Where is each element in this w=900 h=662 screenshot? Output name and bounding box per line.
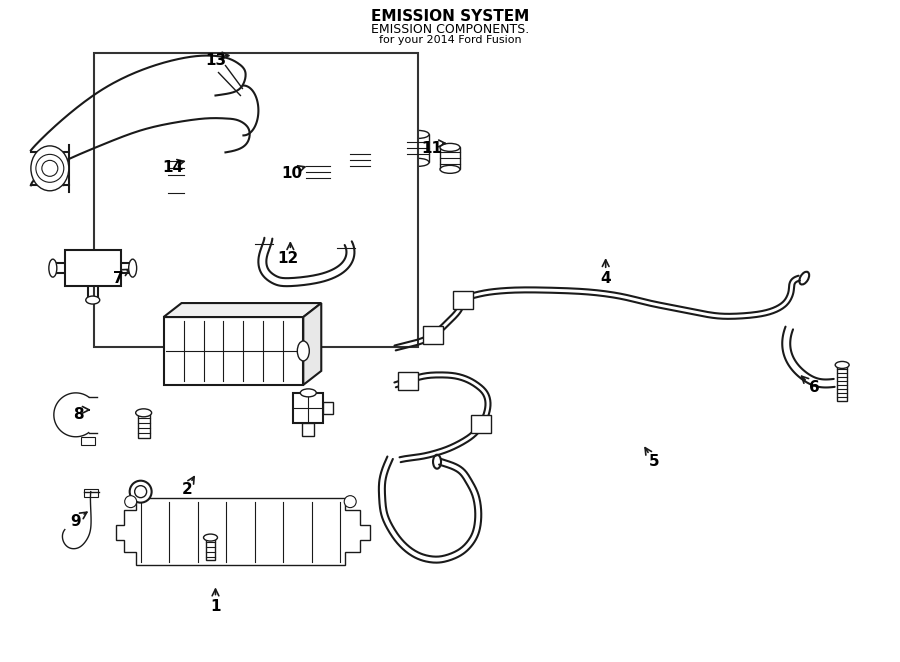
Text: 6: 6 bbox=[809, 381, 820, 395]
Ellipse shape bbox=[407, 158, 429, 166]
Bar bbox=[440, 148, 460, 169]
Text: EMISSION SYSTEM: EMISSION SYSTEM bbox=[371, 9, 529, 24]
Text: 4: 4 bbox=[600, 271, 611, 285]
Bar bbox=[423, 326, 444, 344]
Ellipse shape bbox=[440, 166, 460, 173]
Text: 2: 2 bbox=[182, 482, 193, 497]
Text: 9: 9 bbox=[70, 514, 81, 529]
Bar bbox=[338, 237, 356, 252]
Bar bbox=[164, 317, 303, 385]
Bar bbox=[306, 160, 330, 185]
Ellipse shape bbox=[129, 259, 137, 277]
Bar bbox=[205, 538, 215, 559]
Bar bbox=[256, 233, 274, 248]
Ellipse shape bbox=[301, 389, 316, 397]
Text: 12: 12 bbox=[278, 251, 299, 265]
Text: 8: 8 bbox=[74, 407, 84, 422]
Ellipse shape bbox=[350, 144, 370, 152]
Bar bbox=[350, 148, 370, 172]
Bar bbox=[323, 402, 333, 414]
Text: 5: 5 bbox=[649, 454, 660, 469]
Text: 14: 14 bbox=[162, 160, 183, 175]
Text: EMISSION COMPONENTS.: EMISSION COMPONENTS. bbox=[371, 23, 529, 36]
Ellipse shape bbox=[136, 409, 151, 417]
Ellipse shape bbox=[306, 181, 330, 189]
Polygon shape bbox=[116, 498, 370, 565]
Ellipse shape bbox=[835, 361, 850, 369]
Polygon shape bbox=[164, 303, 321, 317]
Bar bbox=[164, 185, 187, 201]
Bar bbox=[293, 393, 323, 423]
Bar bbox=[65, 250, 121, 286]
Ellipse shape bbox=[440, 144, 460, 152]
Ellipse shape bbox=[86, 296, 100, 304]
Bar bbox=[453, 291, 472, 308]
Bar bbox=[398, 371, 418, 390]
Bar bbox=[138, 413, 149, 438]
Bar bbox=[94, 52, 418, 347]
Ellipse shape bbox=[306, 156, 330, 164]
Polygon shape bbox=[303, 303, 321, 385]
Bar bbox=[472, 416, 491, 434]
Text: 1: 1 bbox=[211, 599, 220, 614]
Bar bbox=[407, 134, 429, 162]
Ellipse shape bbox=[49, 259, 57, 277]
Bar bbox=[302, 423, 314, 436]
Ellipse shape bbox=[297, 341, 310, 361]
Text: 10: 10 bbox=[282, 166, 303, 181]
Text: for your 2014 Ford Fusion: for your 2014 Ford Fusion bbox=[379, 34, 521, 44]
Circle shape bbox=[344, 496, 356, 508]
Ellipse shape bbox=[799, 271, 809, 285]
Ellipse shape bbox=[433, 455, 441, 469]
Text: 11: 11 bbox=[421, 141, 443, 156]
Ellipse shape bbox=[31, 146, 68, 191]
Circle shape bbox=[135, 486, 147, 498]
Ellipse shape bbox=[407, 130, 429, 138]
Circle shape bbox=[130, 481, 151, 502]
Text: 3: 3 bbox=[309, 410, 320, 425]
Ellipse shape bbox=[350, 168, 370, 176]
Ellipse shape bbox=[203, 534, 218, 541]
Bar bbox=[81, 437, 94, 445]
Text: 7: 7 bbox=[113, 271, 124, 285]
Bar bbox=[84, 489, 98, 496]
Text: 13: 13 bbox=[205, 53, 226, 68]
Circle shape bbox=[125, 496, 137, 508]
Bar bbox=[167, 150, 184, 185]
Bar bbox=[837, 365, 847, 401]
